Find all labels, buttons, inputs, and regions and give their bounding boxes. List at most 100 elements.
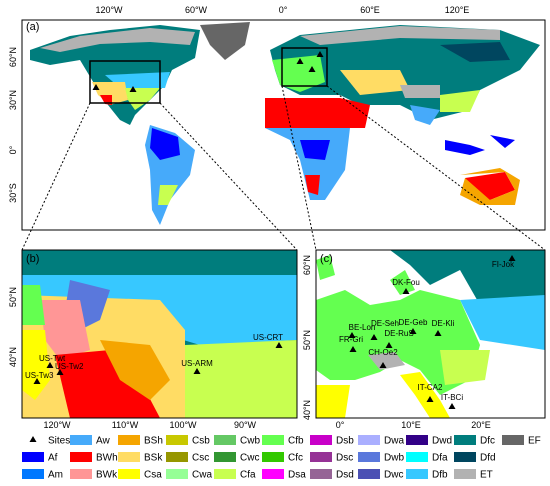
legend-swatch bbox=[406, 469, 428, 479]
x-tick-label: 90°W bbox=[234, 420, 257, 430]
site-label: IT-CA2 bbox=[418, 383, 443, 392]
site-marker bbox=[56, 369, 64, 375]
legend-swatch bbox=[214, 435, 236, 445]
site-marker bbox=[385, 342, 393, 348]
legend-swatch bbox=[262, 469, 284, 479]
legend-label: Af bbox=[48, 453, 58, 464]
site-marker bbox=[348, 332, 356, 338]
y-tick-label: 50°N bbox=[8, 287, 18, 307]
site-label: US-Twt bbox=[39, 354, 66, 363]
legend-swatch bbox=[166, 469, 188, 479]
x-tick-label: 120°W bbox=[43, 420, 71, 430]
y-tick-label: 30°S bbox=[8, 183, 18, 203]
legend-swatch bbox=[118, 435, 140, 445]
legend-swatch bbox=[70, 452, 92, 462]
site-marker bbox=[129, 86, 137, 92]
x-tick-label: 10°E bbox=[401, 420, 421, 430]
panel-frame bbox=[21, 19, 546, 231]
legend-swatch bbox=[310, 469, 332, 479]
site-label: DE-Geb bbox=[399, 318, 428, 327]
site-marker bbox=[402, 288, 410, 294]
legend-label: Dwd bbox=[432, 436, 452, 447]
legend-swatch bbox=[22, 452, 44, 462]
site-marker bbox=[33, 378, 41, 384]
legend-swatch bbox=[454, 435, 476, 445]
us-map bbox=[22, 250, 297, 418]
legend-swatch bbox=[406, 452, 428, 462]
y-tick-label: 50°N bbox=[302, 330, 312, 350]
world-map bbox=[22, 20, 545, 230]
site-label: US-Tw3 bbox=[25, 371, 54, 380]
site-marker bbox=[92, 84, 100, 90]
legend-label: BWh bbox=[96, 453, 118, 464]
legend-label: BSh bbox=[144, 436, 163, 447]
x-tick-label: 60°E bbox=[360, 5, 380, 15]
site-marker bbox=[434, 330, 442, 336]
x-tick-label: 100°W bbox=[169, 420, 197, 430]
x-tick-label: 60°W bbox=[185, 5, 208, 15]
legend-label: BSk bbox=[144, 453, 163, 464]
y-tick-label: 40°N bbox=[302, 400, 312, 420]
inset-box bbox=[89, 60, 161, 104]
site-marker bbox=[316, 51, 324, 57]
legend-swatch bbox=[310, 452, 332, 462]
legend-swatch bbox=[214, 469, 236, 479]
legend-label: Dfb bbox=[432, 470, 448, 481]
y-tick-label: 40°N bbox=[8, 347, 18, 367]
legend-label: Cfc bbox=[288, 453, 303, 464]
site-label: FI-Jok bbox=[492, 260, 515, 269]
legend-label: Aw bbox=[96, 436, 110, 447]
legend-label: Csa bbox=[144, 470, 162, 481]
site-label: CH-Oe2 bbox=[368, 348, 398, 357]
legend-swatch bbox=[454, 452, 476, 462]
legend-swatch bbox=[262, 435, 284, 445]
legend-label: Dfc bbox=[480, 436, 495, 447]
site-marker bbox=[275, 342, 283, 348]
site-label: US-ARM bbox=[181, 359, 213, 368]
x-tick-label: 20°E bbox=[471, 420, 491, 430]
site-marker bbox=[508, 255, 516, 261]
site-label: US-CRT bbox=[253, 333, 283, 342]
site-marker bbox=[46, 362, 54, 368]
legend-swatch bbox=[22, 469, 44, 479]
site-marker bbox=[296, 58, 304, 64]
site-label: DK-Fou bbox=[392, 278, 420, 287]
panel-frame bbox=[21, 249, 298, 419]
site-marker bbox=[379, 362, 387, 368]
panel-frame bbox=[315, 249, 546, 419]
x-tick-label: 110°W bbox=[112, 420, 139, 430]
legend-swatch bbox=[118, 452, 140, 462]
legend-swatch bbox=[454, 469, 476, 479]
legend-swatch bbox=[358, 452, 380, 462]
panel-label: (a) bbox=[26, 21, 39, 33]
legend-label: Dsa bbox=[288, 470, 306, 481]
legend-label: Dwa bbox=[384, 436, 404, 447]
site-label: DE-Kli bbox=[432, 319, 455, 328]
connector-lines bbox=[21, 85, 546, 251]
y-tick-label: 60°N bbox=[8, 47, 18, 67]
panel-label: (b) bbox=[26, 253, 39, 265]
x-tick-label: 120°W bbox=[95, 5, 123, 15]
legend-swatch bbox=[118, 469, 140, 479]
y-tick-label: 60°N bbox=[302, 255, 312, 275]
y-tick-label: 30°N bbox=[8, 90, 18, 110]
legend-label: Cwb bbox=[240, 436, 260, 447]
site-label: DE-RuS bbox=[384, 329, 413, 338]
site-marker bbox=[349, 346, 357, 352]
legend-label: Cfa bbox=[240, 470, 256, 481]
site-marker bbox=[409, 328, 417, 334]
legend-label: Dsb bbox=[336, 436, 354, 447]
site-label: FR-Gri bbox=[339, 335, 363, 344]
legend-label: EF bbox=[528, 436, 541, 447]
x-tick-label: 0° bbox=[336, 420, 345, 430]
legend-label: Cwc bbox=[240, 453, 259, 464]
legend-swatch bbox=[166, 452, 188, 462]
legend-label: Dsd bbox=[336, 470, 354, 481]
legend-label: Am bbox=[48, 470, 63, 481]
site-marker bbox=[308, 66, 316, 72]
site-marker bbox=[370, 334, 378, 340]
legend-label: Dfd bbox=[480, 453, 496, 464]
legend-swatch bbox=[358, 435, 380, 445]
legend-label: Csc bbox=[192, 453, 209, 464]
legend-swatch bbox=[214, 452, 236, 462]
